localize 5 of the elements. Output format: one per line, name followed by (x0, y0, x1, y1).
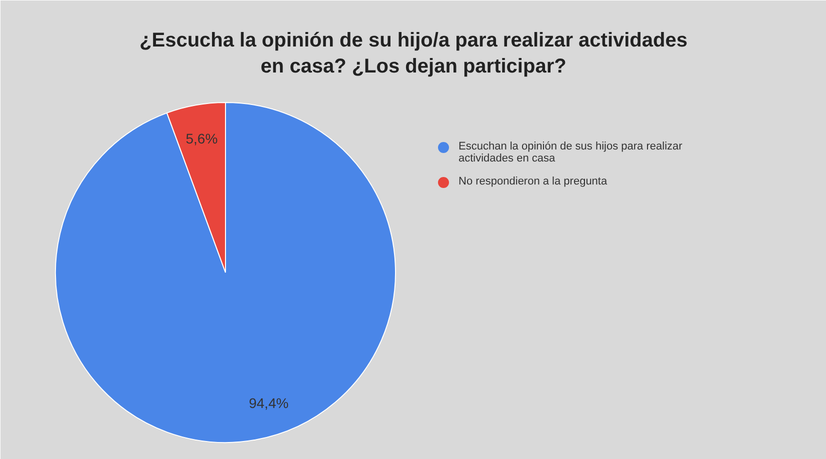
legend-label: Escuchan la opinión de sus hijos para realizar actividades en casa (458, 140, 683, 164)
data-label: 94,4% (248, 395, 289, 412)
chart-title: ¿Escucha la opinión de su hijo/a para realizar actividades en casa? ¿Los dejan participar? (140, 30, 688, 78)
legend-label: No respondieron a la pregunta (458, 176, 608, 188)
data-label: 5,6% (186, 130, 218, 147)
